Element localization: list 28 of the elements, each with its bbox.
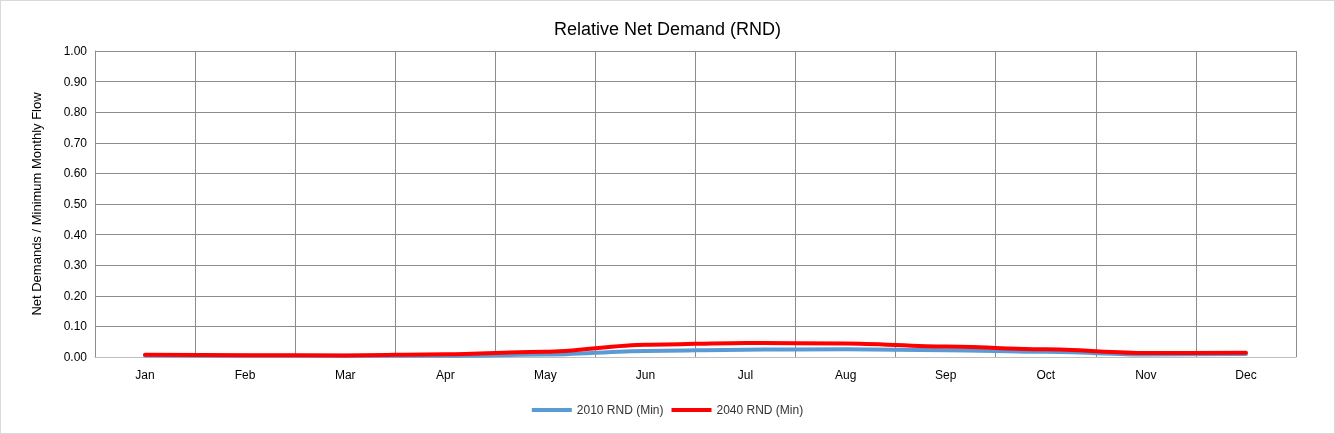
y-tick-label: 0.20 bbox=[63, 288, 88, 303]
y-tick-label: 0.00 bbox=[63, 350, 88, 364]
x-tick-label: Jul bbox=[737, 368, 754, 382]
y-axis-title: Net Demands / Minimum Monthly Flow bbox=[29, 91, 44, 316]
x-tick-label: Aug bbox=[834, 368, 857, 382]
x-tick-label: Sep bbox=[935, 368, 957, 382]
legend-label: 2040 RND (Min) bbox=[716, 403, 804, 417]
y-tick-label: 1.00 bbox=[63, 44, 88, 58]
y-tick-label: 0.60 bbox=[63, 166, 88, 181]
x-tick-label: Jan bbox=[135, 368, 155, 382]
y-tick-label: 0.50 bbox=[63, 197, 88, 211]
y-tick-label: 0.30 bbox=[63, 258, 88, 273]
y-tick-label: 0.80 bbox=[63, 105, 88, 120]
x-tick-label: Mar bbox=[334, 368, 356, 382]
x-tick-label: Nov bbox=[1135, 368, 1157, 382]
x-tick-label: Feb bbox=[234, 368, 256, 382]
x-tick-label: May bbox=[534, 368, 557, 382]
chart-title: Relative Net Demand (RND) bbox=[553, 19, 782, 39]
y-tick-label: 0.10 bbox=[63, 319, 88, 334]
y-tick-label: 0.70 bbox=[63, 135, 88, 150]
legend-label: 2010 RND (Min) bbox=[576, 403, 664, 417]
x-tick-label: Dec bbox=[1235, 368, 1257, 382]
line-series bbox=[143, 340, 1248, 358]
x-tick-label: Apr bbox=[435, 368, 455, 382]
y-tick-label: 0.40 bbox=[63, 227, 88, 242]
y-tick-label: 0.90 bbox=[63, 74, 88, 89]
x-tick-label: Oct bbox=[1036, 368, 1056, 382]
x-tick-label: Jun bbox=[635, 368, 656, 382]
